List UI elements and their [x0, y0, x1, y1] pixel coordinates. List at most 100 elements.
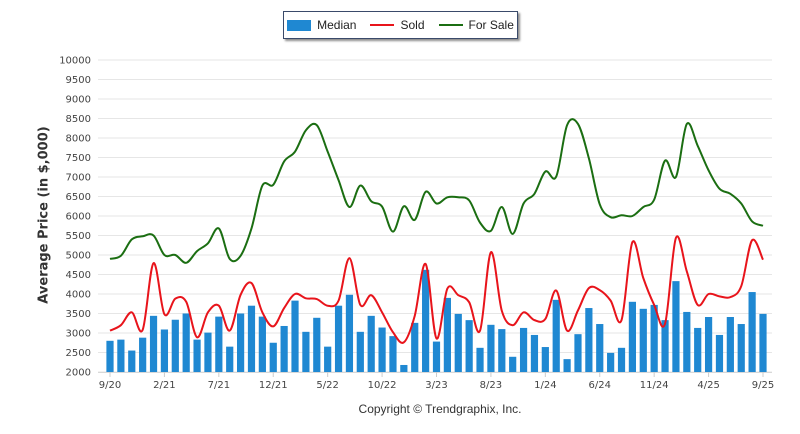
median-bar	[737, 324, 745, 372]
y-tick-label: 8000	[66, 134, 91, 145]
median-bar	[476, 347, 484, 372]
median-bar	[639, 308, 647, 372]
legend-label-for-sale: For Sale	[468, 18, 514, 32]
median-bar	[106, 340, 114, 372]
median-bar	[193, 339, 201, 372]
y-tick-label: 9000	[66, 95, 91, 106]
median-bar	[628, 301, 636, 372]
x-tick-label: 2/21	[153, 380, 175, 391]
median-bar	[509, 356, 517, 372]
median-bar	[422, 269, 430, 372]
line-series	[109, 118, 764, 344]
x-tick-label: 8/23	[480, 380, 502, 391]
median-bar	[454, 313, 462, 372]
x-axis: 9/20 2/21 7/21 12/21 5/22 10/22 3/23 8/23 1/24 6/…	[98, 372, 774, 391]
legend-label-median: Median	[317, 18, 357, 32]
median-bar	[302, 331, 310, 372]
median-bar	[563, 359, 571, 372]
y-tick-label: 3500	[66, 309, 91, 320]
median-bar	[269, 342, 277, 372]
legend-swatch-sold	[370, 24, 395, 26]
median-bar	[226, 346, 234, 372]
legend-label-sold: Sold	[400, 18, 425, 32]
legend-item-median[interactable]: Median	[287, 18, 356, 32]
median-bar	[128, 350, 136, 372]
x-tick-label: 1/24	[534, 380, 556, 391]
median-bar	[247, 305, 256, 372]
y-tick-label: 2000	[66, 368, 91, 379]
median-bar	[519, 327, 528, 372]
median-bar	[759, 313, 767, 372]
median-bar	[694, 327, 702, 372]
median-bar	[683, 311, 691, 372]
x-tick-label: 6/24	[589, 380, 611, 391]
x-tick-label: 4/25	[697, 380, 719, 391]
median-bar	[704, 317, 713, 372]
median-bars	[106, 269, 767, 372]
median-bar	[149, 315, 158, 372]
median-bar	[465, 320, 473, 372]
y-tick-label: 7500	[66, 153, 91, 164]
legend-item-for-sale[interactable]: For Sale	[438, 18, 514, 32]
median-bar	[498, 329, 506, 372]
median-bar	[237, 313, 245, 372]
median-bar	[204, 332, 212, 372]
median-bar	[748, 292, 756, 372]
median-bar	[530, 334, 539, 372]
y-tick-label: 8500	[66, 114, 91, 125]
median-bar	[117, 339, 125, 372]
median-bar	[378, 327, 386, 372]
y-tick-label: 5500	[66, 231, 91, 242]
median-bar	[215, 316, 223, 372]
for-sale-line	[109, 118, 764, 264]
median-bar	[726, 317, 734, 372]
median-bar	[432, 341, 441, 372]
median-bar	[367, 315, 375, 372]
median-bar	[280, 325, 288, 372]
median-bar	[313, 317, 321, 372]
median-bar	[715, 334, 724, 372]
median-bar	[443, 297, 451, 372]
y-tick-label: 4000	[66, 290, 91, 301]
median-bar	[574, 334, 582, 372]
median-bar	[160, 329, 169, 372]
legend-swatch-median	[287, 19, 312, 31]
median-bar	[324, 346, 332, 372]
y-axis-ticks: 2000 2500 3000 3500 4000 4500 5000 5500 6000 6500…	[59, 56, 91, 379]
median-bar	[661, 320, 669, 372]
y-tick-label: 5000	[66, 251, 91, 262]
median-bar	[672, 281, 680, 372]
x-tick-label: 5/22	[316, 380, 338, 391]
median-bar	[400, 364, 408, 372]
median-bar	[291, 300, 299, 372]
x-tick-label: 9/20	[99, 380, 121, 391]
y-tick-label: 2500	[66, 348, 91, 359]
y-tick-label: 4500	[66, 270, 91, 281]
median-bar	[334, 305, 343, 372]
median-bar	[171, 319, 179, 372]
median-bar	[356, 331, 364, 372]
median-bar	[182, 313, 190, 372]
median-bar	[541, 347, 549, 372]
x-tick-label: 10/22	[368, 380, 397, 391]
median-bar	[607, 352, 615, 372]
median-bar	[389, 336, 397, 372]
sold-line	[109, 235, 764, 344]
y-tick-label: 6500	[66, 192, 91, 203]
x-tick-label: 9/25	[752, 380, 774, 391]
median-bar	[585, 308, 593, 372]
x-tick-label: 12/21	[259, 380, 288, 391]
x-tick-label: 7/21	[208, 380, 230, 391]
grid-lines	[98, 59, 772, 373]
y-axis-label: Average Price (in $,000)	[36, 126, 52, 304]
median-bar	[650, 304, 658, 372]
median-bar	[596, 324, 604, 372]
legend-swatch-for-sale	[438, 24, 463, 26]
y-tick-label: 10000	[59, 56, 91, 67]
legend-item-sold[interactable]: Sold	[370, 18, 425, 32]
copyright-text: Copyright © Trendgraphix, Inc.	[358, 402, 522, 416]
median-bar	[552, 299, 560, 372]
median-bar	[487, 324, 495, 372]
y-tick-label: 7000	[66, 173, 91, 184]
